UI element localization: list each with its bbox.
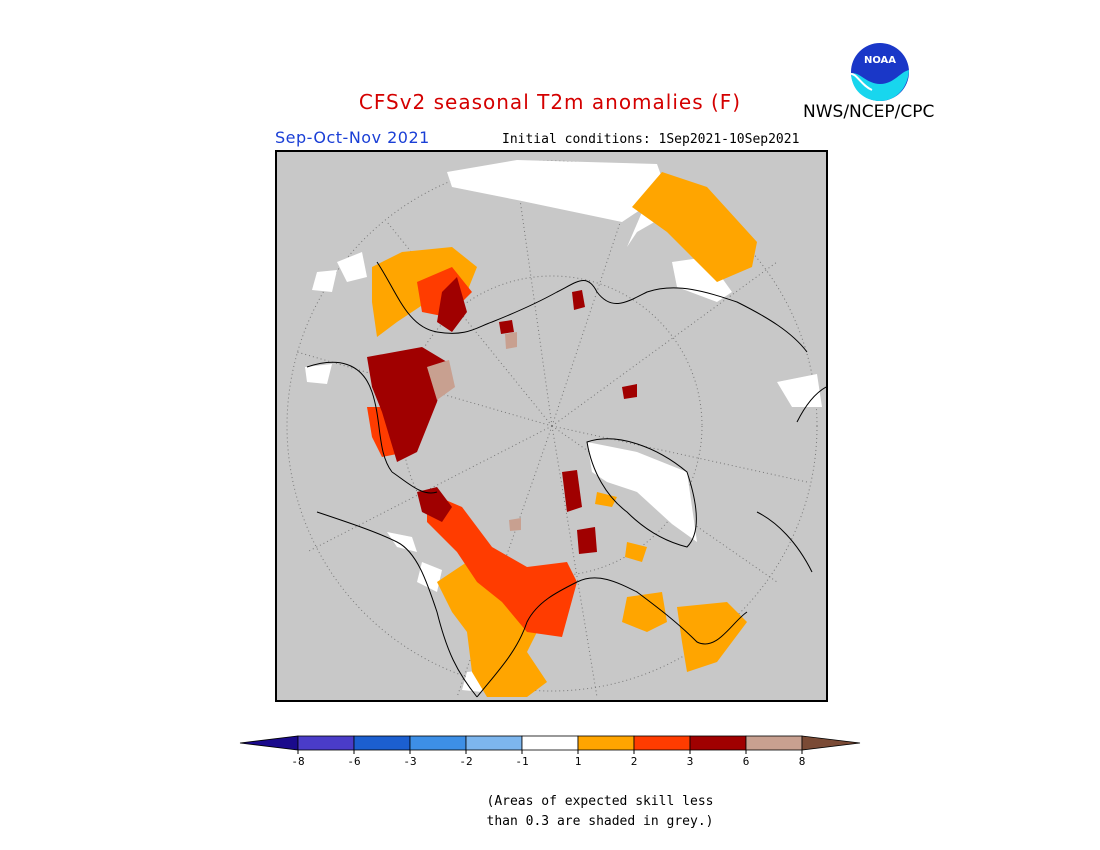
lat-circle-inner (401, 275, 703, 577)
east-asia-darkred (437, 277, 467, 332)
skill-note-line1: (Areas of expected skill less (486, 794, 714, 809)
siberia-east-orange (632, 172, 757, 282)
europe-coast (796, 386, 826, 423)
colorbar-tick-label: 1 (575, 755, 582, 768)
canada-red (427, 492, 577, 637)
colorbar-box (577, 735, 635, 751)
colorbar-boxes (239, 735, 861, 754)
colorbar-box (521, 735, 579, 751)
colorbar-arrow-left (239, 735, 299, 751)
arctic-tan (509, 518, 521, 531)
season-label: Sep-Oct-Nov 2021 (275, 128, 430, 147)
greenland-south-orange (625, 542, 647, 562)
meridian (514, 163, 553, 427)
europe-white (672, 257, 732, 302)
bering-coast (391, 471, 438, 494)
eurasia-north-coast (376, 261, 808, 353)
pacific-white (305, 364, 332, 384)
pacific-darkred (367, 347, 447, 462)
meridian (551, 261, 778, 427)
arctic-archipelago-darkred (562, 470, 582, 512)
colorbar-box (745, 735, 803, 751)
svalbard-darkred (572, 290, 585, 310)
pacific-tan (427, 360, 455, 400)
canada-west-white (417, 562, 442, 592)
siberia-tan (505, 332, 517, 349)
baffin-orange (595, 492, 617, 507)
logo-text: NOAA (864, 55, 896, 66)
noaa-logo-icon: NOAA (849, 41, 911, 103)
east-canada-orange (677, 602, 747, 672)
map-panel (275, 150, 828, 702)
colorbar-tick-label: 3 (687, 755, 694, 768)
anomaly-darkred-regions (367, 277, 637, 554)
siberia-white (447, 160, 667, 222)
alaska-darkred (417, 487, 452, 522)
colorbar-box (409, 735, 467, 751)
colorbar-tick-label: 8 (799, 755, 806, 768)
agency-label: NWS/NCEP/CPC (803, 102, 935, 122)
initial-conditions-label: Initial conditions: 1Sep2021-10Sep2021 (502, 132, 800, 147)
colorbar-box (689, 735, 747, 751)
colorbar-box (297, 735, 355, 751)
map-title: CFSv2 seasonal T2m anomalies (F) (358, 90, 742, 114)
north-atlantic-coast (756, 511, 813, 573)
greenland-coast (586, 438, 697, 548)
skill-note-line2: than 0.3 are shaded in grey.) (486, 814, 714, 829)
colorbar: -8 -6 -3 -2 -1 1 2 3 6 8 (239, 735, 861, 768)
north-africa-white (777, 374, 822, 407)
east-asia-coast (306, 361, 393, 473)
east-asia-white (337, 252, 367, 282)
colorbar-tick-label: -6 (347, 755, 360, 768)
colorbar-tick-labels: -8 -6 -3 -2 -1 1 2 3 6 8 (291, 755, 805, 768)
hudson-orange (622, 592, 667, 632)
polar-map (286, 160, 826, 698)
meridian (551, 171, 638, 427)
colorbar-tick-label: -2 (459, 755, 472, 768)
skill-note: (Areas of expected skill less than 0.3 a… (440, 792, 760, 832)
arctic-ocean-darkred (622, 384, 637, 399)
colorbar-tick-label: 2 (631, 755, 638, 768)
canada-coast (476, 577, 748, 698)
colorbar-tick-label: -3 (403, 755, 416, 768)
greenland-white (587, 442, 697, 542)
meridian (551, 425, 598, 698)
colorbar-arrow-right (801, 735, 861, 751)
anomaly-tan-regions (427, 332, 521, 531)
siberia-darkred (499, 320, 514, 334)
colorbar-tick-label: -8 (291, 755, 304, 768)
colorbar-box (465, 735, 523, 751)
colorbar-tick-label: 6 (743, 755, 750, 768)
colorbar-tick-label: -1 (515, 755, 528, 768)
coastlines (306, 261, 826, 698)
east-asia-white-2 (312, 270, 337, 292)
alaska-white (387, 532, 417, 552)
colorbar-box (633, 735, 691, 751)
alaska-coast (316, 511, 478, 698)
colorbar-box (353, 735, 411, 751)
baffin-darkred (577, 527, 597, 554)
